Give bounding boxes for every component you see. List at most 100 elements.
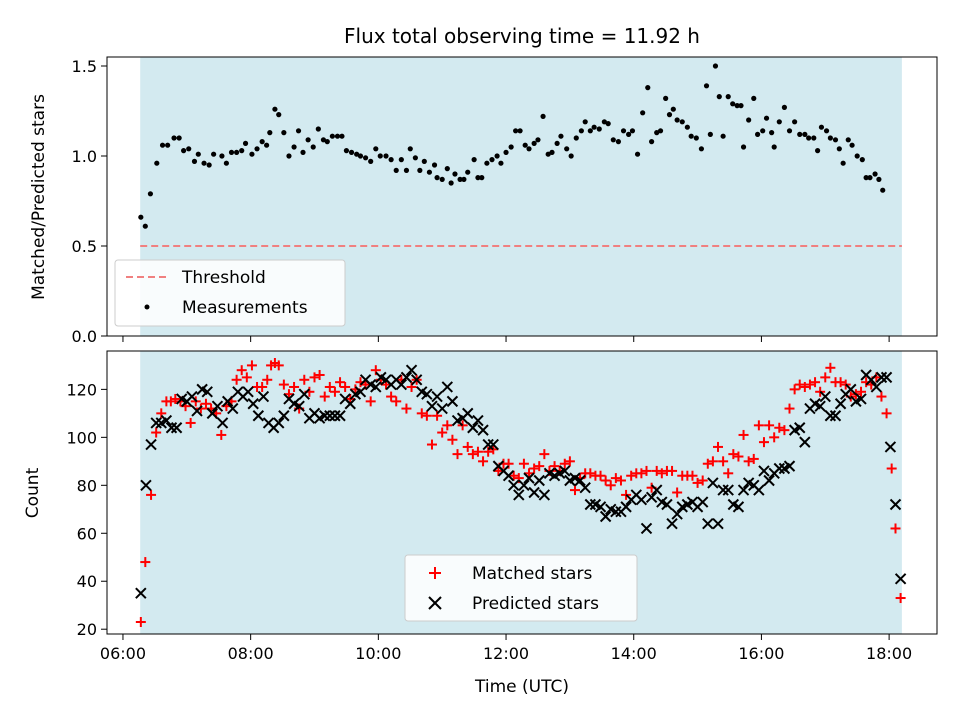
matched-point [231,374,242,385]
predicted-point [293,400,305,412]
measurement-point [191,158,198,164]
measurement-point [249,151,255,157]
matched-point [743,456,754,467]
measurement-point [517,128,523,134]
matched-point [895,593,906,604]
top-legend: Threshold Measurements [114,259,346,327]
measurement-point [522,142,528,148]
predicted-point [186,390,198,403]
matched-point [610,473,621,484]
predicted-point [707,477,719,489]
matched-point [810,377,821,388]
matched-point [564,456,575,467]
predicted-point [487,438,499,451]
measurement-point [489,157,495,163]
matched-point [667,465,678,476]
matched-point [835,377,846,388]
measurement-point [439,176,445,182]
predicted-point [247,398,259,410]
predicted-point [150,417,162,429]
matched-point [886,463,897,474]
measurement-point [666,112,673,118]
measurement-point [343,148,350,154]
measurement-point [444,166,450,172]
predicted-point [221,395,234,408]
measurement-point [412,155,418,161]
legend-predicted-label: Predicted stars [472,594,599,614]
predicted-point [875,371,888,384]
measurement-point [760,128,766,134]
top-ylabel: Matched/Predicted stars [29,94,49,300]
matched-point [309,372,320,383]
matched-point [534,461,545,472]
legend-measurements-label: Measurements [182,298,308,318]
bottom-legend: Matched stars Predicted stars [404,554,638,622]
bottom-axes-frame [106,350,938,635]
matched-point [758,437,769,448]
predicted-point [421,388,433,400]
measurement-point [707,131,713,137]
bottom-ytick-label: 80 [77,476,97,495]
matched-point [656,468,667,479]
legend-matched-label: Matched stars [472,564,592,584]
predicted-point [211,400,224,412]
matched-point [185,417,196,428]
matched-point [876,391,887,402]
bottom-legend-box [404,554,638,622]
predicted-point [645,491,658,504]
predicted-point [467,422,479,434]
matched-point [324,381,335,392]
measurement-point [827,135,833,141]
bottom-xticks: 06:00 08:00 10:00 12:00 14:00 16:00 18:00 [100,634,912,663]
predicted-point [431,390,443,403]
predicted-point [783,460,796,472]
measurement-point [291,144,297,150]
predicted-point [732,501,745,513]
predicted-point [829,410,842,422]
bottom-ytick-label: 20 [77,620,97,639]
predicted-point [824,410,837,422]
measurement-point [508,144,514,150]
measurement-point [549,149,555,155]
predicted-point [819,390,831,403]
predicted-point [799,436,811,448]
measurement-point [498,160,504,166]
matched-point [246,360,257,371]
predicted-point [441,381,454,393]
bottom-xtick-label: 06:00 [100,644,146,663]
matched-point [278,379,289,390]
measurement-point [377,153,383,159]
measurement-point [591,124,597,130]
measurement-point [465,169,471,175]
measurement-point [859,157,865,163]
predicted-point [696,496,709,508]
measurement-point [147,191,154,197]
predicted-point [201,386,213,398]
bottom-ytick-label: 120 [66,380,97,399]
matched-point [421,410,432,421]
predicted-point [278,410,290,422]
bottom-xlabel: Time (UTC) [474,677,569,697]
measurement-point [688,133,694,139]
predicted-point [722,484,734,496]
predicted-point [206,407,219,420]
predicted-point [145,438,157,451]
measurement-point [267,130,273,136]
measurement-point [324,139,330,145]
bottom-xtick-label: 16:00 [738,644,784,663]
top-yticks: 0.0 0.5 1.0 1.5 [72,57,107,346]
matched-point [764,420,775,431]
measurement-point [872,171,878,177]
measurement-point [264,142,270,148]
predicted-point [324,410,336,422]
predicted-point [814,400,826,412]
measurement-point [746,117,752,123]
measurement-point [763,115,770,121]
matched-point [753,420,764,431]
measurement-point [239,148,245,154]
predicted-point [252,410,265,422]
matched-point [748,453,759,464]
measurement-point [368,158,374,164]
predicted-point [737,484,750,496]
